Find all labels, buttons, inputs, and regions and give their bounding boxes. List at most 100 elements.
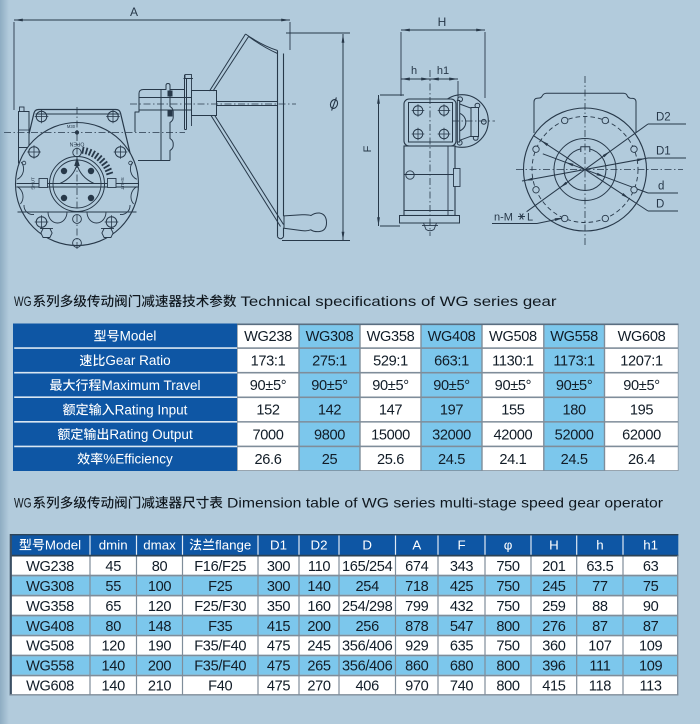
svg-text:90: 90 <box>643 599 659 615</box>
svg-text:90±5°: 90±5° <box>433 378 469 394</box>
svg-text:147: 147 <box>379 403 403 419</box>
svg-text:750: 750 <box>496 579 520 595</box>
svg-text:Rating Output: Rating Output <box>109 427 193 442</box>
svg-text:750: 750 <box>496 559 520 575</box>
svg-text:d: d <box>658 181 664 193</box>
svg-text:F35: F35 <box>208 619 232 635</box>
svg-text:D2: D2 <box>656 112 671 124</box>
svg-text:F: F <box>457 538 465 553</box>
svg-text:90±5°: 90±5° <box>556 378 592 394</box>
svg-text:Rating Input: Rating Input <box>115 402 188 417</box>
svg-text:110: 110 <box>308 559 330 575</box>
svg-text:90±5°: 90±5° <box>250 378 286 394</box>
svg-text:WG558: WG558 <box>26 659 74 675</box>
svg-text:155: 155 <box>501 403 525 419</box>
svg-text:45: 45 <box>105 559 121 575</box>
svg-text:210: 210 <box>148 679 172 695</box>
svg-text:25: 25 <box>322 452 338 468</box>
svg-text:118: 118 <box>589 679 611 695</box>
svg-text:356/406: 356/406 <box>342 639 393 655</box>
svg-text:90±5°: 90±5° <box>372 378 408 394</box>
svg-text:674: 674 <box>405 559 429 575</box>
svg-text:90±5°: 90±5° <box>311 378 347 394</box>
svg-text:WG508: WG508 <box>489 329 537 345</box>
svg-text:547: 547 <box>450 619 474 635</box>
svg-text:259: 259 <box>542 599 566 615</box>
svg-text:WG508: WG508 <box>26 639 74 655</box>
svg-text:A: A <box>130 5 138 19</box>
svg-text:475: 475 <box>267 679 291 695</box>
svg-text:878: 878 <box>405 619 429 635</box>
svg-text:120: 120 <box>148 599 172 615</box>
svg-text:WG608: WG608 <box>26 679 74 695</box>
svg-text:245: 245 <box>542 579 566 595</box>
svg-text:140: 140 <box>102 659 126 675</box>
svg-text:26.6: 26.6 <box>254 452 281 468</box>
svg-text:100: 100 <box>148 579 172 595</box>
svg-text:L: L <box>527 212 533 224</box>
svg-text:1207:1: 1207:1 <box>620 354 663 370</box>
svg-text:160: 160 <box>307 599 331 615</box>
svg-text:55: 55 <box>105 579 121 595</box>
svg-text:201: 201 <box>542 559 566 575</box>
svg-text:9800: 9800 <box>314 427 345 443</box>
svg-text:WG238: WG238 <box>244 329 292 345</box>
svg-text:750: 750 <box>496 639 520 655</box>
svg-text:15000: 15000 <box>371 427 410 443</box>
svg-text:n-M: n-M <box>494 212 513 224</box>
svg-text:109: 109 <box>639 659 663 675</box>
svg-text:180: 180 <box>562 403 586 419</box>
svg-text:740: 740 <box>450 679 474 695</box>
svg-text:24.1: 24.1 <box>499 452 526 468</box>
svg-text:109: 109 <box>639 639 663 655</box>
svg-text:929: 929 <box>405 639 429 655</box>
svg-text:970: 970 <box>405 679 429 695</box>
svg-text:OPEN: OPEN <box>69 141 84 147</box>
svg-text:F25/F30: F25/F30 <box>194 599 246 615</box>
svg-text:111: 111 <box>589 659 610 675</box>
svg-text:415: 415 <box>542 679 566 695</box>
svg-text:140: 140 <box>102 679 126 695</box>
svg-text:120: 120 <box>102 639 126 655</box>
svg-text:63: 63 <box>643 559 659 575</box>
svg-text:265: 265 <box>307 659 331 675</box>
svg-text:F16/F25: F16/F25 <box>194 559 246 575</box>
svg-text:90±5°: 90±5° <box>495 378 531 394</box>
svg-text:680: 680 <box>450 659 474 675</box>
svg-text:254: 254 <box>356 579 380 595</box>
svg-text:62000: 62000 <box>622 427 661 443</box>
svg-text:Gear Ratio: Gear Ratio <box>105 353 170 368</box>
svg-text:WG: WG <box>14 495 32 511</box>
svg-text:275:1: 275:1 <box>312 354 347 370</box>
svg-text:dmax: dmax <box>143 538 176 553</box>
svg-text:24.5: 24.5 <box>561 452 588 468</box>
svg-text:300: 300 <box>267 559 291 575</box>
svg-text:190: 190 <box>148 639 172 655</box>
svg-text:432: 432 <box>450 599 474 615</box>
svg-text:WG: WG <box>14 293 32 309</box>
svg-text:475: 475 <box>267 659 291 675</box>
svg-text:WG408: WG408 <box>26 619 74 635</box>
svg-text:270: 270 <box>307 679 331 695</box>
svg-text:87: 87 <box>592 619 608 635</box>
svg-text:276: 276 <box>542 619 566 635</box>
svg-text:75: 75 <box>643 579 659 595</box>
svg-text:425: 425 <box>450 579 474 595</box>
svg-text:D1: D1 <box>656 146 671 158</box>
svg-text:dmin: dmin <box>99 538 128 553</box>
svg-text:WG308: WG308 <box>26 579 74 595</box>
svg-text:152: 152 <box>256 403 280 419</box>
svg-text:42000: 42000 <box>493 427 532 443</box>
svg-text:32000: 32000 <box>432 427 471 443</box>
svg-text:D: D <box>362 538 372 553</box>
svg-text:80: 80 <box>152 559 168 575</box>
svg-text:256: 256 <box>356 619 380 635</box>
svg-text:663:1: 663:1 <box>434 354 469 370</box>
svg-text:Model: Model <box>120 329 157 344</box>
svg-text:WG358: WG358 <box>26 599 74 615</box>
svg-text:Model: Model <box>45 538 81 553</box>
svg-text:140: 140 <box>307 579 331 595</box>
svg-text:24.5: 24.5 <box>438 452 465 468</box>
svg-text:φ: φ <box>504 538 513 553</box>
svg-text:718: 718 <box>405 579 429 595</box>
